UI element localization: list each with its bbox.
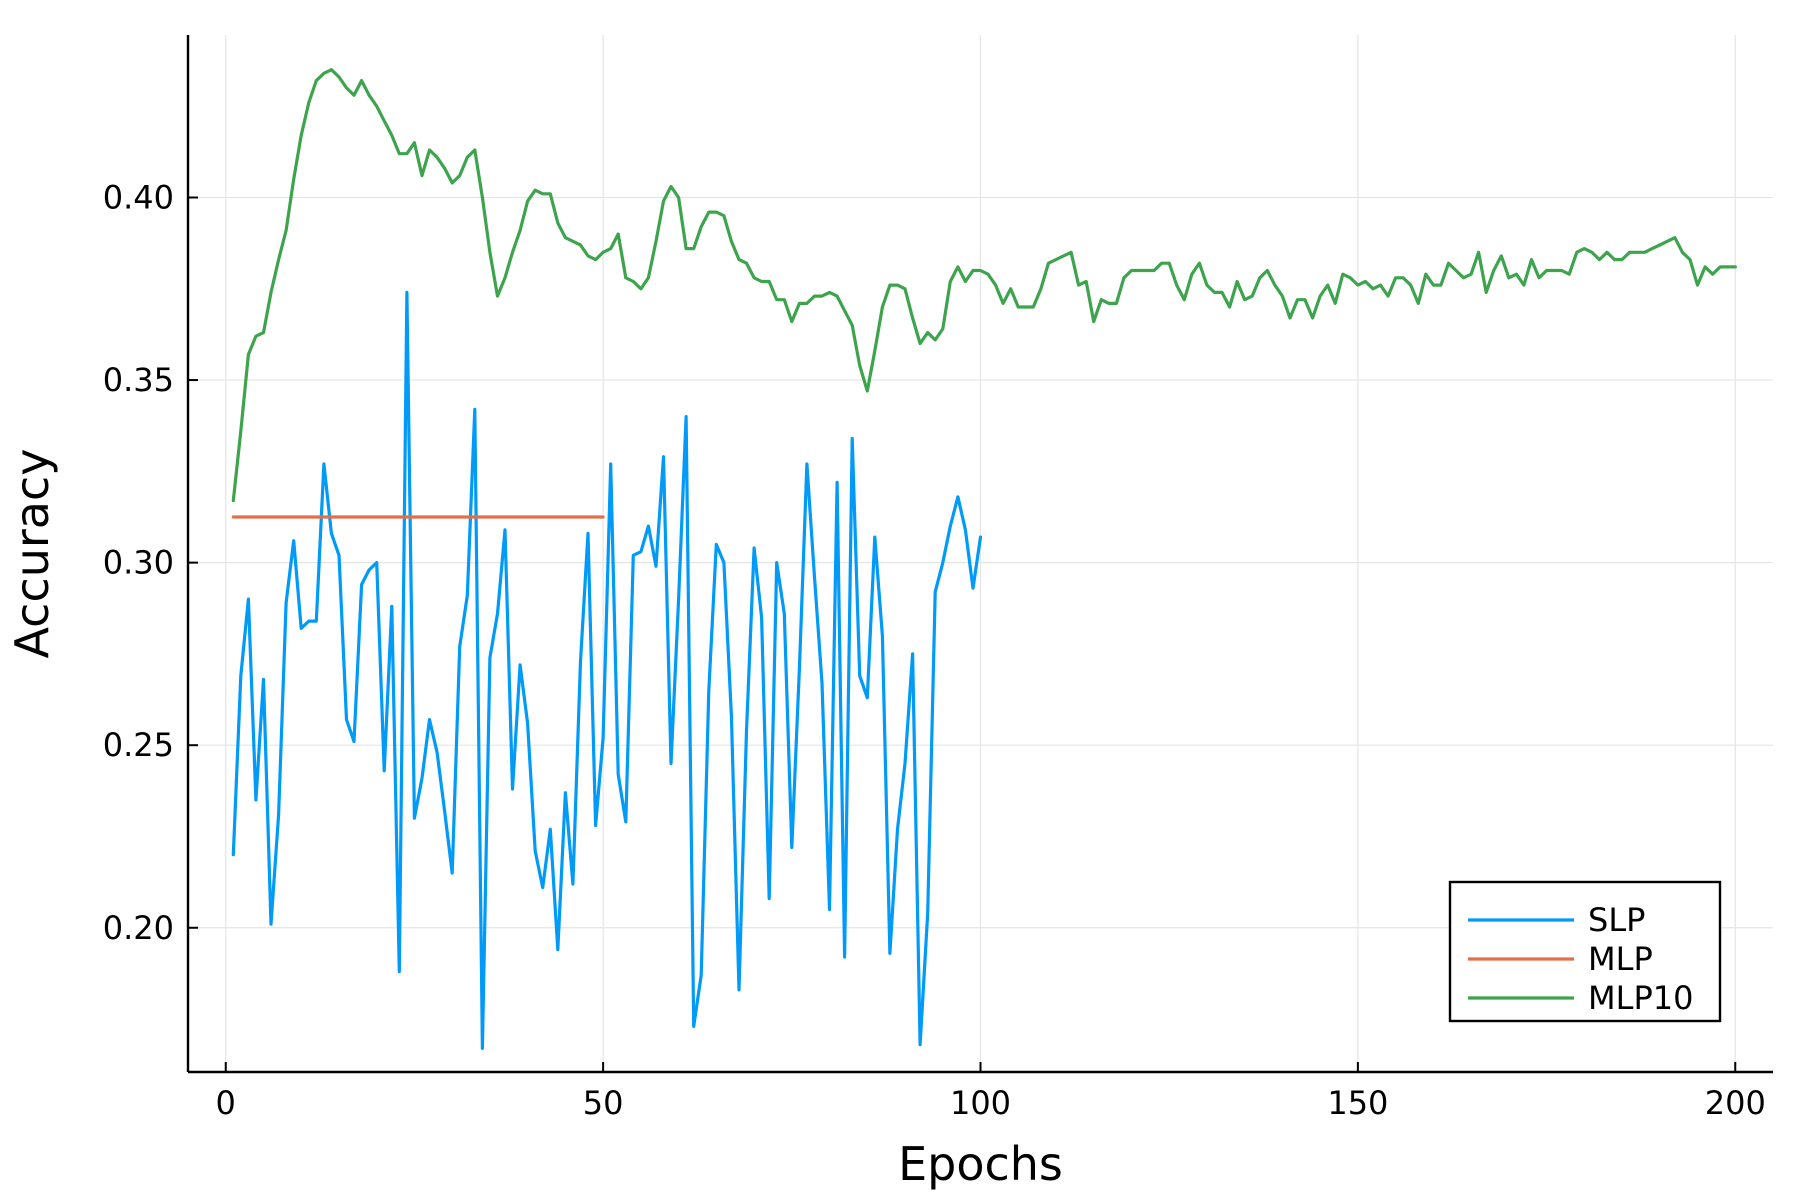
y-tick-label: 0.25: [103, 726, 174, 764]
x-tick-label: 200: [1705, 1084, 1766, 1122]
series-line-mlp10: [231, 68, 1737, 503]
y-tick-label: 0.30: [103, 544, 174, 582]
x-tick-label: 100: [950, 1084, 1011, 1122]
grid: [188, 35, 1773, 1072]
x-axis-title: Epochs: [898, 1137, 1063, 1191]
x-axis-ticks: 0 50 100 150 200: [216, 1062, 1766, 1122]
y-axis-ticks: 0.20 0.25 0.30 0.35 0.40: [103, 178, 198, 947]
y-tick-label: 0.35: [103, 361, 174, 399]
plot-series: [231, 68, 1737, 1050]
y-tick-label: 0.20: [103, 909, 174, 947]
legend-label-slp: SLP: [1588, 901, 1645, 939]
x-tick-label: 150: [1327, 1084, 1388, 1122]
y-axis-title: Accuracy: [5, 448, 59, 658]
series-line-slp: [231, 290, 983, 1050]
legend-label-mlp: MLP: [1588, 940, 1653, 978]
legend-label-mlp10: MLP10: [1588, 979, 1693, 1017]
x-tick-label: 0: [216, 1084, 236, 1122]
y-tick-label: 0.40: [103, 178, 174, 216]
x-tick-label: 50: [583, 1084, 624, 1122]
